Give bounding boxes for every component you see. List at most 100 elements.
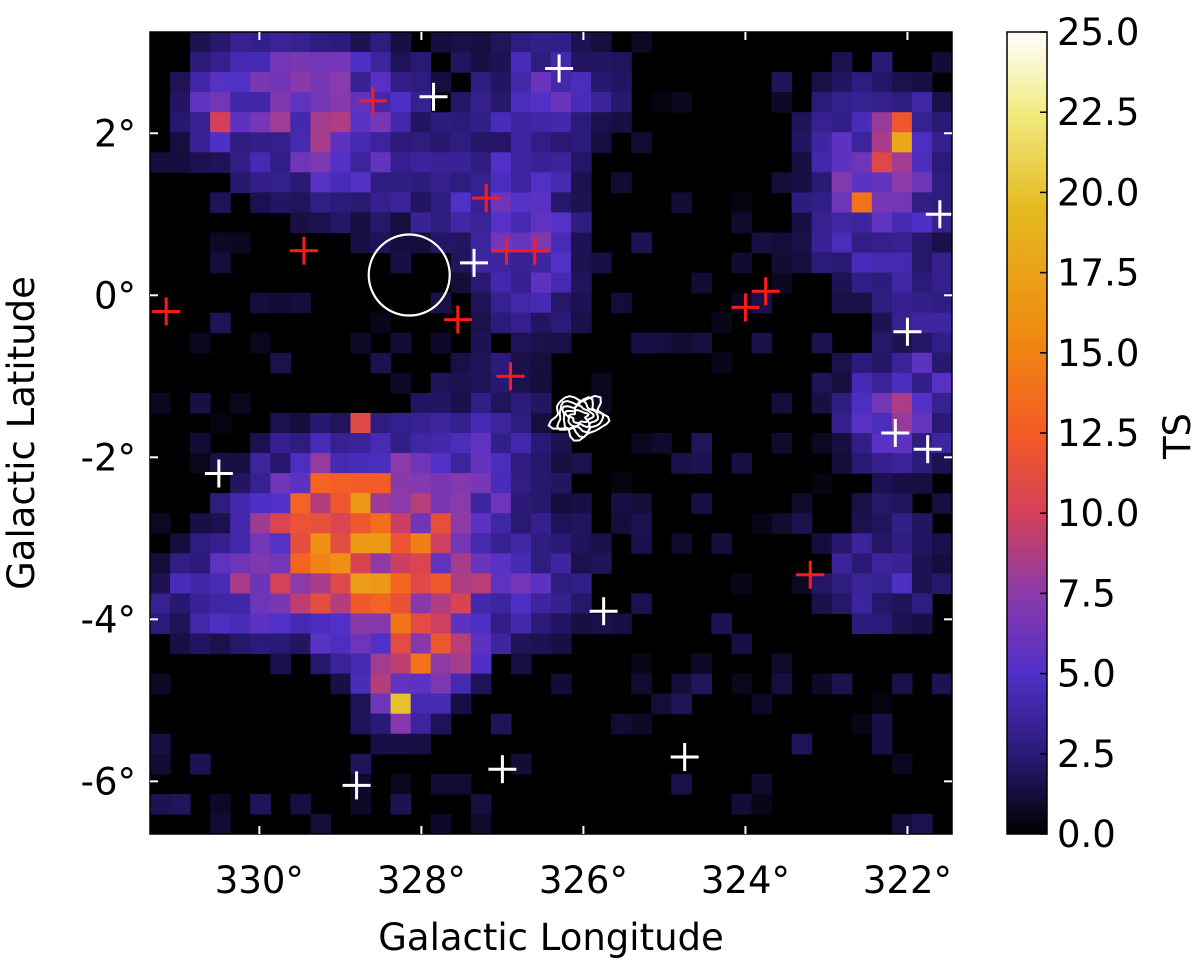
colorbar-tick-label: 10.0 xyxy=(1057,492,1139,535)
heatmap-cell xyxy=(931,292,952,314)
heatmap-cell xyxy=(871,352,893,374)
heatmap-cell xyxy=(591,613,612,635)
heatmap-cell xyxy=(170,553,191,574)
heatmap-cell xyxy=(831,72,853,93)
heatmap-cell xyxy=(490,412,512,434)
heatmap-cell xyxy=(831,152,853,173)
heatmap-cell xyxy=(270,573,291,594)
heatmap-cell xyxy=(230,553,251,574)
heatmap-cell xyxy=(911,813,933,834)
heatmap-cell xyxy=(430,72,452,93)
colorbar-tick-label: 15.0 xyxy=(1057,332,1139,375)
heatmap-cell xyxy=(551,332,572,354)
heatmap-cell xyxy=(510,192,532,214)
heatmap-cell xyxy=(330,593,352,615)
heatmap-cell xyxy=(270,533,291,554)
heatmap-cell xyxy=(230,232,251,254)
heatmap-cell xyxy=(270,412,291,434)
heatmap-cell xyxy=(290,132,311,153)
heatmap-cell xyxy=(871,433,893,454)
heatmap-cell xyxy=(210,553,231,574)
heatmap-cell xyxy=(370,653,392,675)
heatmap-cell xyxy=(831,412,853,434)
colorbar-tick-label: 17.5 xyxy=(1057,252,1139,295)
heatmap-cell xyxy=(410,553,432,574)
heatmap-cell xyxy=(530,172,552,193)
heatmap-cell xyxy=(510,32,532,53)
heatmap-cell xyxy=(691,453,712,474)
heatmap-cell xyxy=(631,332,652,354)
heatmap-cell xyxy=(330,533,352,554)
heatmap-cell xyxy=(190,132,211,153)
heatmap-cell xyxy=(851,433,873,454)
heatmap-cell xyxy=(871,252,893,274)
heatmap-cell xyxy=(530,92,552,113)
heatmap-cell xyxy=(931,673,952,695)
heatmap-cell xyxy=(430,633,452,655)
heatmap-cell xyxy=(250,593,271,615)
heatmap-cell xyxy=(470,593,492,615)
heatmap-cell xyxy=(370,312,392,334)
heatmap-cell xyxy=(751,232,773,254)
snr-contour-line xyxy=(547,394,611,442)
heatmap-cell xyxy=(370,232,392,254)
heatmap-cell xyxy=(410,653,432,675)
heatmap-cell xyxy=(270,352,291,374)
heatmap-cell xyxy=(310,72,332,93)
heatmap-cell xyxy=(831,372,853,394)
heatmap-cell xyxy=(410,533,432,554)
heatmap-cell xyxy=(931,52,952,73)
heatmap-cell xyxy=(871,192,893,214)
heatmap-cell xyxy=(831,593,853,615)
heatmap-cell xyxy=(891,753,913,775)
heatmap-cell xyxy=(410,733,432,755)
heatmap-cell xyxy=(911,453,933,474)
heatmap xyxy=(150,32,952,834)
heatmap-cell xyxy=(190,32,211,53)
heatmap-cell xyxy=(350,473,372,494)
heatmap-cell xyxy=(891,132,913,153)
heatmap-cell xyxy=(611,493,632,514)
heatmap-cell xyxy=(190,52,211,73)
heatmap-cell xyxy=(490,52,512,73)
heatmap-cell xyxy=(651,693,672,715)
heatmap-cell xyxy=(911,92,933,113)
heatmap-cell xyxy=(530,513,552,534)
heatmap-cell xyxy=(290,633,311,655)
heatmap-cell xyxy=(230,493,251,514)
heatmap-cell xyxy=(831,172,853,193)
heatmap-cell xyxy=(510,553,532,574)
heatmap-cell xyxy=(470,32,492,53)
red-cross-marker xyxy=(751,277,780,306)
heatmap-cell xyxy=(490,112,512,133)
heatmap-cell xyxy=(671,453,692,474)
heatmap-cell xyxy=(490,392,512,414)
heatmap-cell xyxy=(571,192,592,214)
heatmap-cell xyxy=(390,192,412,214)
heatmap-cell xyxy=(851,713,873,735)
heatmap-cell xyxy=(350,92,372,113)
heatmap-cell xyxy=(390,713,412,735)
heatmap-cell xyxy=(450,693,472,715)
heatmap-cell xyxy=(691,272,712,294)
heatmap-cell xyxy=(490,533,512,554)
heatmap-cell xyxy=(851,372,873,394)
heatmap-cell xyxy=(430,453,452,474)
heatmap-cell xyxy=(350,453,372,474)
heatmap-cell xyxy=(210,573,231,594)
heatmap-cell xyxy=(931,92,952,113)
red-cross-marker xyxy=(358,86,387,115)
heatmap-cell xyxy=(470,653,492,675)
x-tick-label: 328° xyxy=(377,859,466,902)
heatmap-cell xyxy=(470,292,492,314)
heatmap-cell xyxy=(190,392,211,414)
heatmap-cell xyxy=(370,533,392,554)
heatmap-cell xyxy=(490,513,512,534)
heatmap-cell xyxy=(410,412,432,434)
heatmap-cell xyxy=(571,493,592,514)
x-tick-label: 330° xyxy=(215,859,304,902)
heatmap-cell xyxy=(250,52,271,73)
heatmap-cell xyxy=(170,152,191,173)
heatmap-cell xyxy=(931,372,952,394)
heatmap-cell xyxy=(651,92,672,113)
